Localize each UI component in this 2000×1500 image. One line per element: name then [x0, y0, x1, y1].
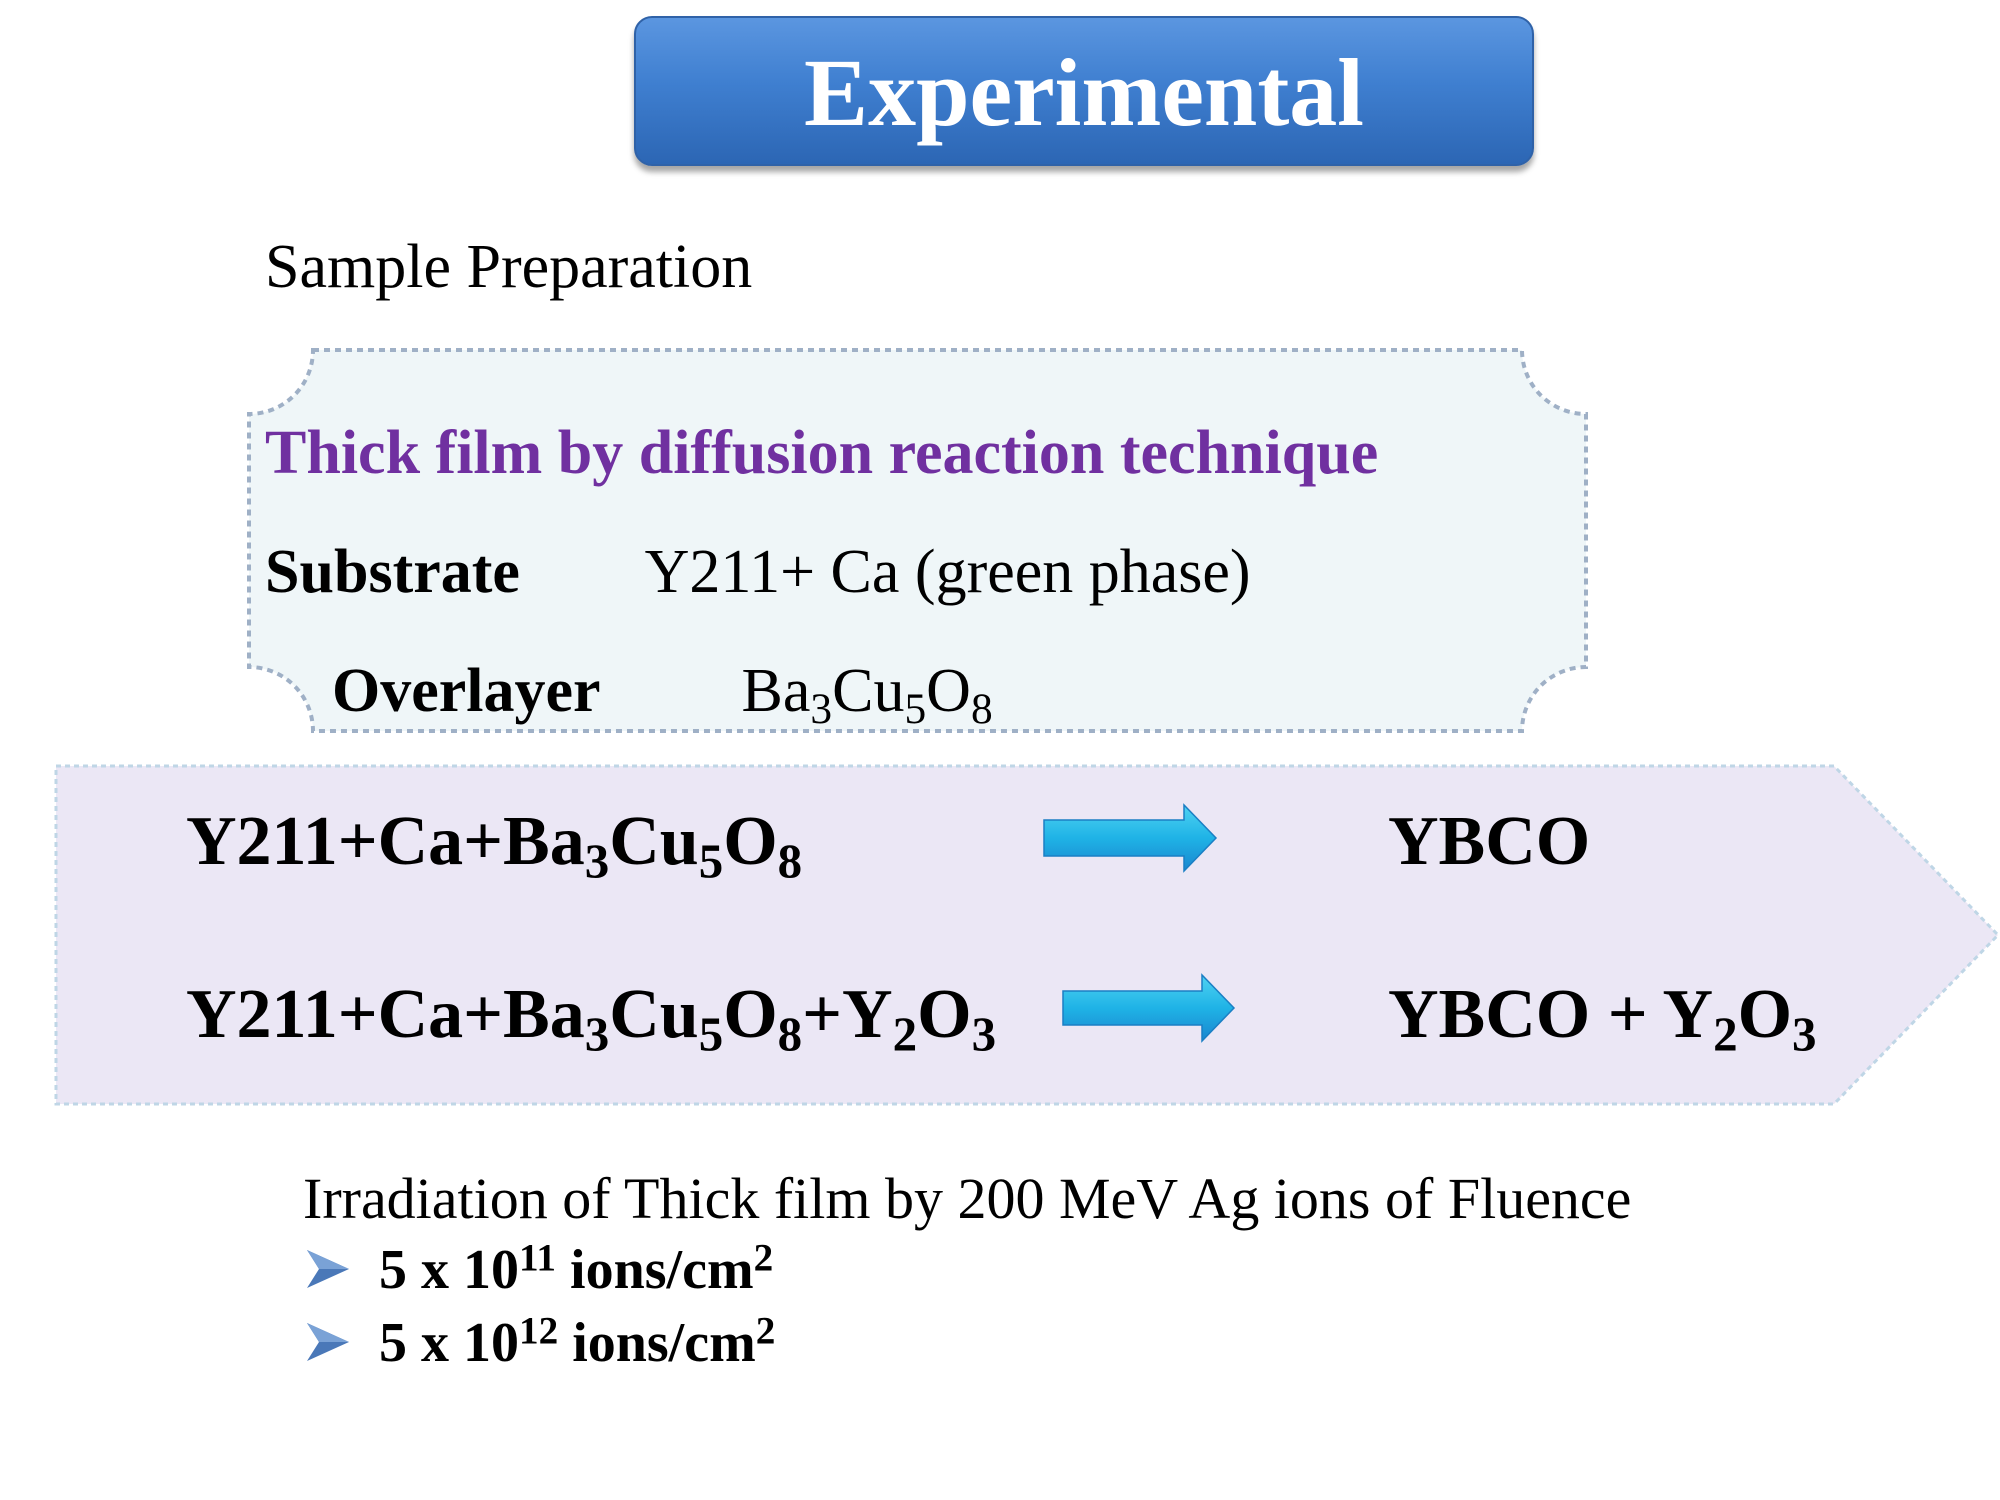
- title-banner: Experimental: [634, 16, 1534, 166]
- overlayer-label: Overlayer: [332, 657, 601, 725]
- irradiation-text: Irradiation of Thick film by 200 MeV Ag …: [303, 1166, 1632, 1231]
- reaction-band-shape: [54, 764, 2000, 1106]
- overlayer-row: Overlayer Ba3Cu5O8: [332, 656, 993, 734]
- prep-box-heading: Thick film by diffusion reaction techniq…: [265, 419, 1379, 487]
- fluence-item-1: 5 x 1011 ions/cm2: [303, 1237, 773, 1303]
- slide-title: Experimental: [804, 39, 1364, 146]
- reaction-1-product: YBCO: [1388, 803, 1591, 880]
- reaction-1-reactant: Y211+Ca+Ba3Cu5O8: [186, 803, 803, 889]
- overlayer-formula: Ba3Cu5O8: [741, 657, 993, 734]
- section-heading: Sample Preparation: [265, 233, 753, 301]
- arrowhead-bullet-icon: [307, 1250, 349, 1289]
- fluence-item-2: 5 x 1012 ions/cm2: [303, 1310, 775, 1376]
- right-arrow-icon: [1062, 973, 1236, 1043]
- right-arrow-icon: [1043, 803, 1218, 873]
- substrate-row: Substrate Y211+ Ca (green phase): [265, 537, 1251, 607]
- substrate-value: Y211+ Ca (green phase): [644, 538, 1251, 606]
- prep-box-shape: [247, 348, 1588, 733]
- arrowhead-bullet-icon: [307, 1323, 349, 1362]
- substrate-label: Substrate: [265, 538, 520, 606]
- reaction-2-product: YBCO + Y2O3: [1388, 976, 1817, 1062]
- reaction-2-reactant: Y211+Ca+Ba3Cu5O8+Y2O3: [186, 976, 997, 1062]
